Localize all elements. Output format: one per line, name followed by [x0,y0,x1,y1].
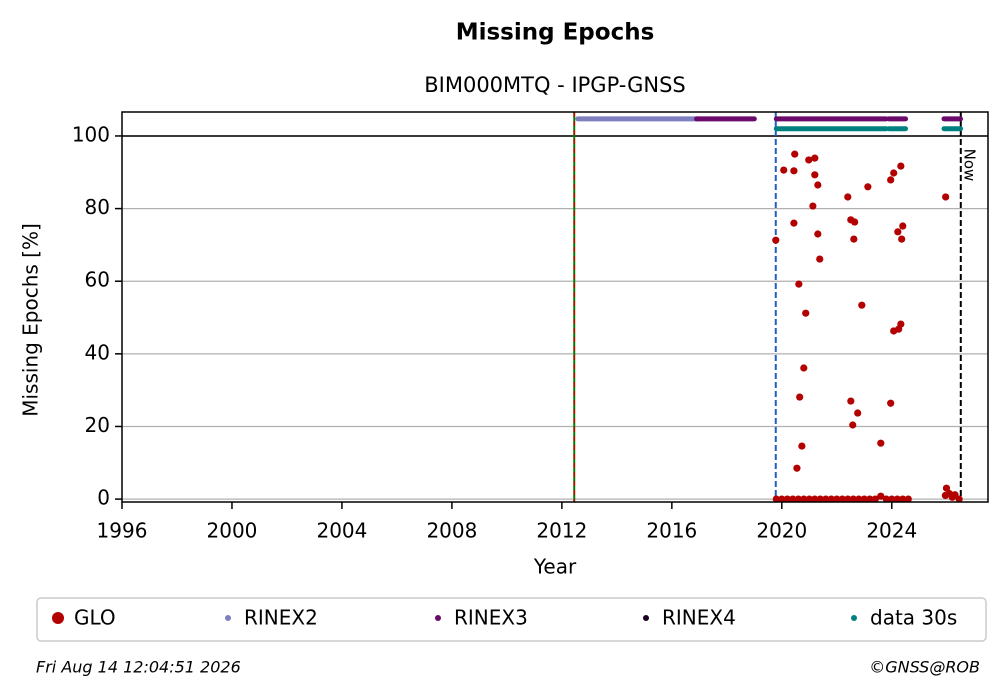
data-point [866,495,874,502]
data-point [877,439,885,447]
data-point [811,171,819,179]
data-point [882,495,890,502]
data-point [809,202,817,210]
data-point [783,495,791,502]
chart-subtitle: BIM000MTQ - IPGP-GNSS [424,73,686,97]
data-point [858,301,866,309]
data-point [847,397,855,405]
data-point [798,442,806,450]
data-point [800,364,808,372]
y-axis-label: Missing Epochs [%] [19,223,43,417]
data-point [844,193,852,201]
data-point [855,495,863,502]
y-tick-label: 100 [72,122,110,146]
y-tick-label: 60 [85,268,110,292]
data-point [860,495,868,502]
data-point [772,495,780,502]
y-tick-label: 40 [85,340,110,364]
x-tick-label: 2012 [536,519,587,543]
data-point [942,484,951,492]
x-tick-label: 2016 [646,519,697,543]
data-point [796,393,804,401]
data-point [888,495,896,502]
footer-date: Fri Aug 14 12:04:51 2026 [36,658,241,677]
x-tick-label: 2008 [426,519,477,543]
data-point [814,181,822,189]
data-point [778,495,786,502]
data-point [800,495,808,502]
legend-label: RINEX2 [244,606,318,630]
x-tick-label: 1996 [97,519,148,543]
data-point [816,495,824,502]
data-point [899,495,907,502]
data-point [887,399,895,407]
data-point [897,162,905,170]
data-point [890,169,898,177]
data-point [849,495,857,502]
data-point [791,150,799,158]
legend-label: data 30s [870,606,957,630]
data-point [864,183,872,191]
data-point [827,495,835,502]
data-point [849,421,857,429]
x-tick-label: 2004 [316,519,367,543]
data-point [904,495,912,502]
data-point [772,236,780,244]
data-point [899,222,907,230]
data-point [822,495,830,502]
data-point [794,495,802,502]
x-tick-label: 2024 [866,519,917,543]
legend-label: RINEX4 [662,606,736,630]
data-point [833,495,841,502]
legend-marker [435,615,441,621]
data-point [955,495,963,502]
data-point [854,409,862,417]
marker-label: Now [960,149,978,182]
data-point [838,495,846,502]
legend-marker [643,615,649,621]
data-point [877,492,885,500]
data-point [844,495,852,502]
data-point [780,166,788,174]
data-point [898,235,906,243]
data-point [789,495,797,502]
data-point [893,495,901,502]
x-tick-label: 2020 [756,519,807,543]
data-point [897,320,905,328]
data-point [811,495,819,502]
data-point [851,218,859,226]
data-point [871,495,879,502]
data-point [887,176,895,184]
data-point [805,495,813,502]
y-tick-label: 0 [97,486,110,510]
data-point [790,167,798,175]
y-tick-label: 20 [85,413,110,437]
data-point [802,309,810,317]
legend-label: RINEX3 [454,606,528,630]
data-point [805,156,813,164]
x-axis-label: Year [533,555,577,579]
data-point [790,219,798,227]
legend-marker [225,615,231,621]
legend-marker [851,615,857,621]
plot-area [122,112,988,502]
y-tick-label: 80 [85,195,110,219]
x-tick-label: 2000 [207,519,258,543]
data-point [814,230,822,238]
data-point [793,464,801,472]
legend-box [36,597,987,642]
legend-label: GLO [74,606,116,630]
data-point [942,193,950,201]
plot-frame [121,111,989,503]
legend-marker [52,612,64,624]
data-point [811,154,819,162]
data-point [850,235,858,243]
data-point [795,280,803,288]
footer-credit: ©GNSS@ROB [869,658,980,677]
data-point [816,255,824,263]
chart-title: Missing Epochs [456,20,655,46]
data-point [894,228,902,236]
